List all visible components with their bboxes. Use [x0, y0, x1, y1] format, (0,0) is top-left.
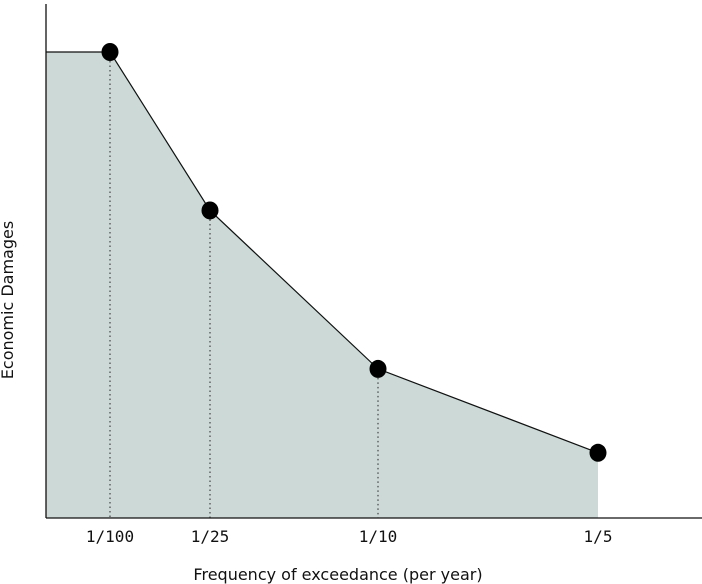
- x-tick-label: 1/25: [191, 527, 230, 546]
- data-point-1: [101, 43, 119, 61]
- x-tick-label: 1/100: [86, 527, 134, 546]
- data-point-2: [201, 201, 219, 220]
- y-axis-title: Economic Damages: [0, 221, 17, 379]
- damage-area-fill: [46, 52, 598, 518]
- x-axis-title: Frequency of exceedance (per year): [193, 565, 482, 584]
- x-tick-label: 1/5: [584, 527, 613, 546]
- data-markers: [101, 43, 607, 462]
- data-point-4: [589, 443, 607, 462]
- x-tick-label: 1/10: [359, 527, 398, 546]
- data-point-3: [369, 359, 387, 378]
- x-tick-labels: 1/100 1/25 1/10 1/5: [86, 527, 613, 546]
- drop-lines: [109, 52, 379, 518]
